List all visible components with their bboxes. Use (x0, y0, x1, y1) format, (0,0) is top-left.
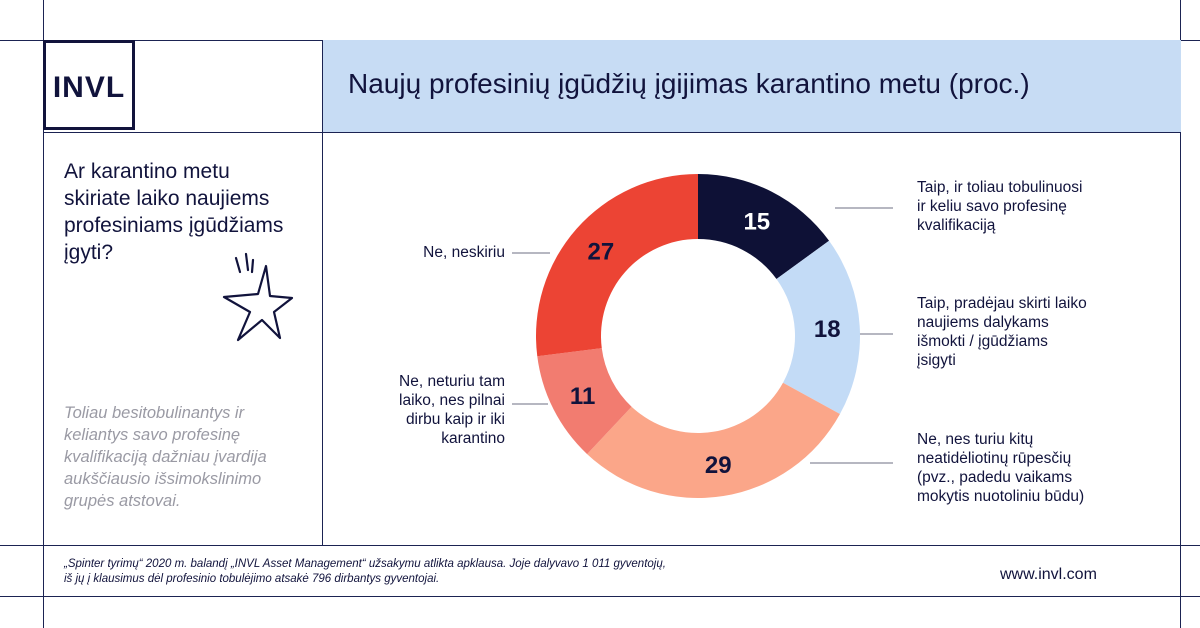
donut-slice-taip-pradejau (776, 240, 860, 415)
slice-label-line: laiko, nes pilnai (399, 392, 505, 409)
note-line: aukščiausio išsimokslinimo (64, 470, 262, 488)
slice-value-taip-tobulinuosi: 15 (743, 209, 770, 236)
slice-label-line: naujiems dalykams (917, 314, 1049, 331)
frame-line-left-outer (43, 0, 44, 628)
note-line: kvalifikaciją dažniau įvardija (64, 448, 267, 466)
frame-line-divider-vertical (322, 40, 323, 545)
frame-line-right-outer (1180, 0, 1181, 628)
note-line: Toliau besitobulinantys ir (64, 404, 245, 422)
note-line: keliantys savo profesinę (64, 426, 241, 444)
title-bar (323, 40, 1181, 132)
slice-label-taip-tobulinuosi: Taip, ir toliau tobulinuosi ir keliu sav… (917, 178, 1082, 235)
side-note: Toliau besitobulinantys ir keliantys sav… (64, 402, 309, 512)
slice-label-line: Taip, ir toliau tobulinuosi (917, 179, 1083, 196)
donut-slice-taip-tobulinuosi (698, 174, 830, 279)
slice-value-ne-neturiu: 11 (570, 383, 595, 410)
question-line: skiriate laiko naujiems (64, 187, 270, 210)
slice-label-line: ir keliu savo profesinę (917, 198, 1067, 215)
chart-title: Naujų profesinių įgūdžių įgijimas karant… (348, 68, 1030, 99)
survey-question: Ar karantino metu skiriate laiko naujiem… (64, 158, 314, 266)
footnote-line: iš jų į klausimus dėl profesinio tobulėj… (64, 573, 440, 585)
slice-label-line: mokytis nuotoliniu būdu) (917, 488, 1085, 505)
invl-logo: INVL (43, 40, 135, 130)
slice-label-line: karantino (441, 430, 505, 447)
slice-label-line: (pvz., padedu vaikams (917, 469, 1073, 486)
slice-label-line: įsigyti (917, 352, 956, 369)
question-line: įgyti? (64, 241, 114, 264)
note-line: grupės atstovai. (64, 492, 181, 510)
slice-value-ne-rupesciu: 29 (705, 452, 732, 479)
donut-slice-ne-neturiu (537, 348, 632, 455)
slice-label-line: Ne, nes turiu kitų (917, 431, 1034, 448)
star-doodle-icon (222, 252, 294, 342)
frame-line-footer-top (0, 545, 1200, 546)
slice-value-taip-pradejau: 18 (814, 316, 841, 343)
slice-label-ne-neskiriu: Ne, neskiriu (345, 243, 505, 262)
slice-label-line: Taip, pradėjau skirti laiko (917, 295, 1087, 312)
slice-label-line: dirbu kaip ir iki (405, 411, 505, 428)
slice-label-ne-neturiu: Ne, neturiu tam laiko, nes pilnai dirbu … (345, 372, 505, 448)
slice-label-line: kvalifikaciją (917, 217, 996, 234)
footnote-line: „Spinter tyrimų“ 2020 m. balandį „INVL A… (64, 558, 666, 570)
question-line: profesiniams įgūdžiams (64, 214, 284, 237)
frame-line-bottom (0, 596, 1200, 597)
donut-slice-ne-neskiriu (535, 174, 698, 357)
slice-label-line: Ne, neskiriu (423, 244, 505, 261)
slice-label-line: neatidėliotinų rūpesčių (917, 450, 1072, 467)
donut-slice-ne-rupesciu (587, 382, 840, 498)
slice-label-taip-pradejau: Taip, pradėjau skirti laiko naujiems dal… (917, 294, 1087, 370)
slice-label-line: Ne, neturiu tam (399, 373, 505, 390)
slice-value-ne-neskiriu: 27 (588, 238, 615, 265)
question-line: Ar karantino metu (64, 160, 230, 183)
footnote: „Spinter tyrimų“ 2020 m. balandį „INVL A… (64, 557, 666, 587)
logo-text: INVL (52, 71, 126, 104)
slice-label-ne-rupesciu: Ne, nes turiu kitų neatidėliotinų rūpesč… (917, 430, 1084, 506)
slice-label-line: išmokti / įgūdžiams (917, 333, 1048, 350)
frame-line-header-bottom (43, 132, 1181, 133)
website-link[interactable]: www.invl.com (1000, 566, 1097, 583)
